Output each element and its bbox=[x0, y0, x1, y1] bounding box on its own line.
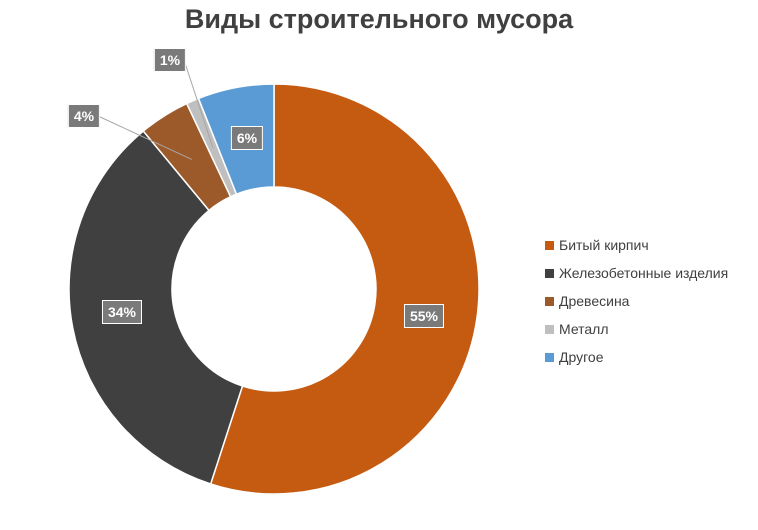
data-label-1: 34% bbox=[101, 300, 143, 324]
legend-label-4: Другое bbox=[559, 349, 604, 365]
legend-label-1: Железобетонные изделия bbox=[559, 265, 729, 281]
leader-line-3 bbox=[183, 59, 214, 149]
legend-swatch-1 bbox=[545, 268, 554, 278]
legend-swatch-4 bbox=[545, 352, 554, 362]
legend-label-0: Битый кирпич bbox=[559, 237, 649, 253]
legend-swatch-0 bbox=[545, 240, 554, 250]
data-label-3: 1% bbox=[153, 48, 187, 72]
legend-item-0: Битый кирпич bbox=[545, 231, 728, 259]
slice-0 bbox=[209, 83, 480, 495]
data-label-4: 6% bbox=[230, 126, 264, 150]
slice-1 bbox=[68, 129, 244, 485]
leader-line-2 bbox=[97, 115, 192, 160]
data-label-0: 55% bbox=[403, 304, 445, 328]
legend-item-3: Металл bbox=[545, 315, 728, 343]
legend-item-2: Древесина bbox=[545, 287, 728, 315]
legend-swatch-2 bbox=[545, 296, 554, 306]
chart-title: Виды строительного мусора bbox=[184, 4, 574, 34]
data-label-2: 4% bbox=[67, 104, 101, 128]
legend-swatch-3 bbox=[545, 324, 554, 334]
legend-item-4: Другое bbox=[545, 343, 728, 371]
legend-label-2: Древесина bbox=[559, 293, 630, 309]
legend-item-1: Железобетонные изделия bbox=[545, 259, 728, 287]
legend: Битый кирпич Железобетонные изделия Древес… bbox=[545, 231, 728, 371]
legend-label-3: Металл bbox=[559, 321, 609, 337]
